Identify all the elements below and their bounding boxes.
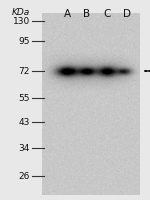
- Text: C: C: [103, 9, 111, 19]
- Text: 34: 34: [19, 144, 30, 153]
- Text: 43: 43: [19, 118, 30, 127]
- Text: 130: 130: [13, 17, 30, 26]
- Text: 95: 95: [18, 37, 30, 46]
- Text: D: D: [123, 9, 131, 19]
- Text: A: A: [63, 9, 70, 19]
- Text: KDa: KDa: [12, 8, 30, 17]
- Text: B: B: [83, 9, 91, 19]
- Text: 72: 72: [19, 67, 30, 76]
- Text: 26: 26: [19, 172, 30, 181]
- Text: 55: 55: [18, 94, 30, 103]
